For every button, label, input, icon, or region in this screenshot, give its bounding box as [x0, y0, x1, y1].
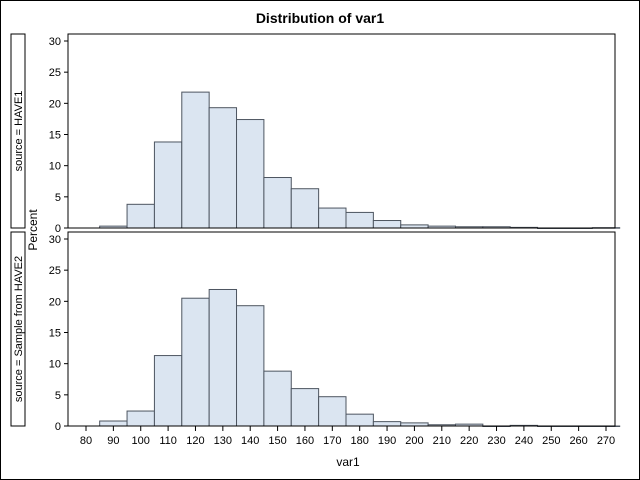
y-tick-label: 25 [49, 67, 61, 79]
histogram-bar [153, 355, 183, 427]
histogram-bar [318, 207, 347, 229]
histogram-bar [372, 220, 402, 229]
y-tick-label: 15 [49, 328, 61, 340]
x-axis-label: var1 [336, 455, 360, 469]
y-tick-label: 25 [49, 265, 61, 277]
y-tick-label: 0 [55, 223, 61, 235]
histogram-bar [208, 107, 238, 229]
histogram-bar [372, 421, 402, 427]
y-tick-label: 5 [55, 192, 61, 204]
x-tick-label: 240 [515, 435, 533, 447]
panel-label: source = Sample from HAVE2 [13, 256, 25, 402]
y-tick-label: 10 [49, 359, 61, 371]
x-tick-label: 270 [597, 435, 615, 447]
histogram-bar [263, 177, 292, 229]
x-tick-label: 150 [268, 435, 286, 447]
y-axis-label: Percent [26, 209, 40, 251]
x-tick-label: 260 [569, 435, 587, 447]
histogram-bar [345, 211, 374, 229]
y-tick-label: 10 [49, 161, 61, 173]
y-tick-label: 20 [49, 98, 61, 110]
y-tick-label: 20 [49, 296, 61, 308]
histogram-bar [208, 288, 238, 427]
x-tick-label: 170 [323, 435, 341, 447]
histogram-bar [290, 188, 320, 229]
x-tick-label: 250 [542, 435, 560, 447]
histogram-bar [181, 297, 210, 427]
y-tick-label: 5 [55, 390, 61, 402]
x-tick-label: 130 [214, 435, 232, 447]
x-tick-label: 220 [460, 435, 478, 447]
histogram-bar [126, 203, 155, 229]
x-tick-label: 190 [378, 435, 396, 447]
histogram-bar [236, 119, 265, 229]
x-tick-label: 120 [186, 435, 204, 447]
y-tick-label: 15 [49, 130, 61, 142]
y-tick-label: 0 [55, 421, 61, 433]
plot-area [67, 33, 616, 229]
histogram-bar [318, 396, 347, 427]
x-tick-label: 160 [296, 435, 314, 447]
x-tick-label: 210 [433, 435, 451, 447]
panel-strip [10, 231, 26, 427]
y-tick-label: 30 [49, 36, 61, 48]
x-tick-label: 80 [80, 435, 92, 447]
x-tick-label: 230 [487, 435, 505, 447]
y-tick-label: 30 [49, 234, 61, 246]
panel-label: source = HAVE1 [13, 91, 25, 172]
histogram-bar [345, 413, 374, 427]
histogram-bar [181, 91, 210, 229]
histogram-bar [236, 305, 265, 427]
x-tick-label: 100 [132, 435, 150, 447]
histogram-bar [126, 410, 155, 427]
histogram-bar [153, 141, 183, 229]
x-tick-label: 90 [107, 435, 119, 447]
x-tick-label: 200 [405, 435, 423, 447]
histogram-bar [263, 370, 292, 427]
x-tick-label: 110 [159, 435, 177, 447]
x-tick-label: 180 [351, 435, 369, 447]
x-tick-label: 140 [241, 435, 259, 447]
panel-strip [10, 33, 26, 229]
chart-title: Distribution of var1 [255, 10, 385, 26]
histogram-bar [290, 388, 320, 427]
histogram-bar [99, 420, 128, 427]
